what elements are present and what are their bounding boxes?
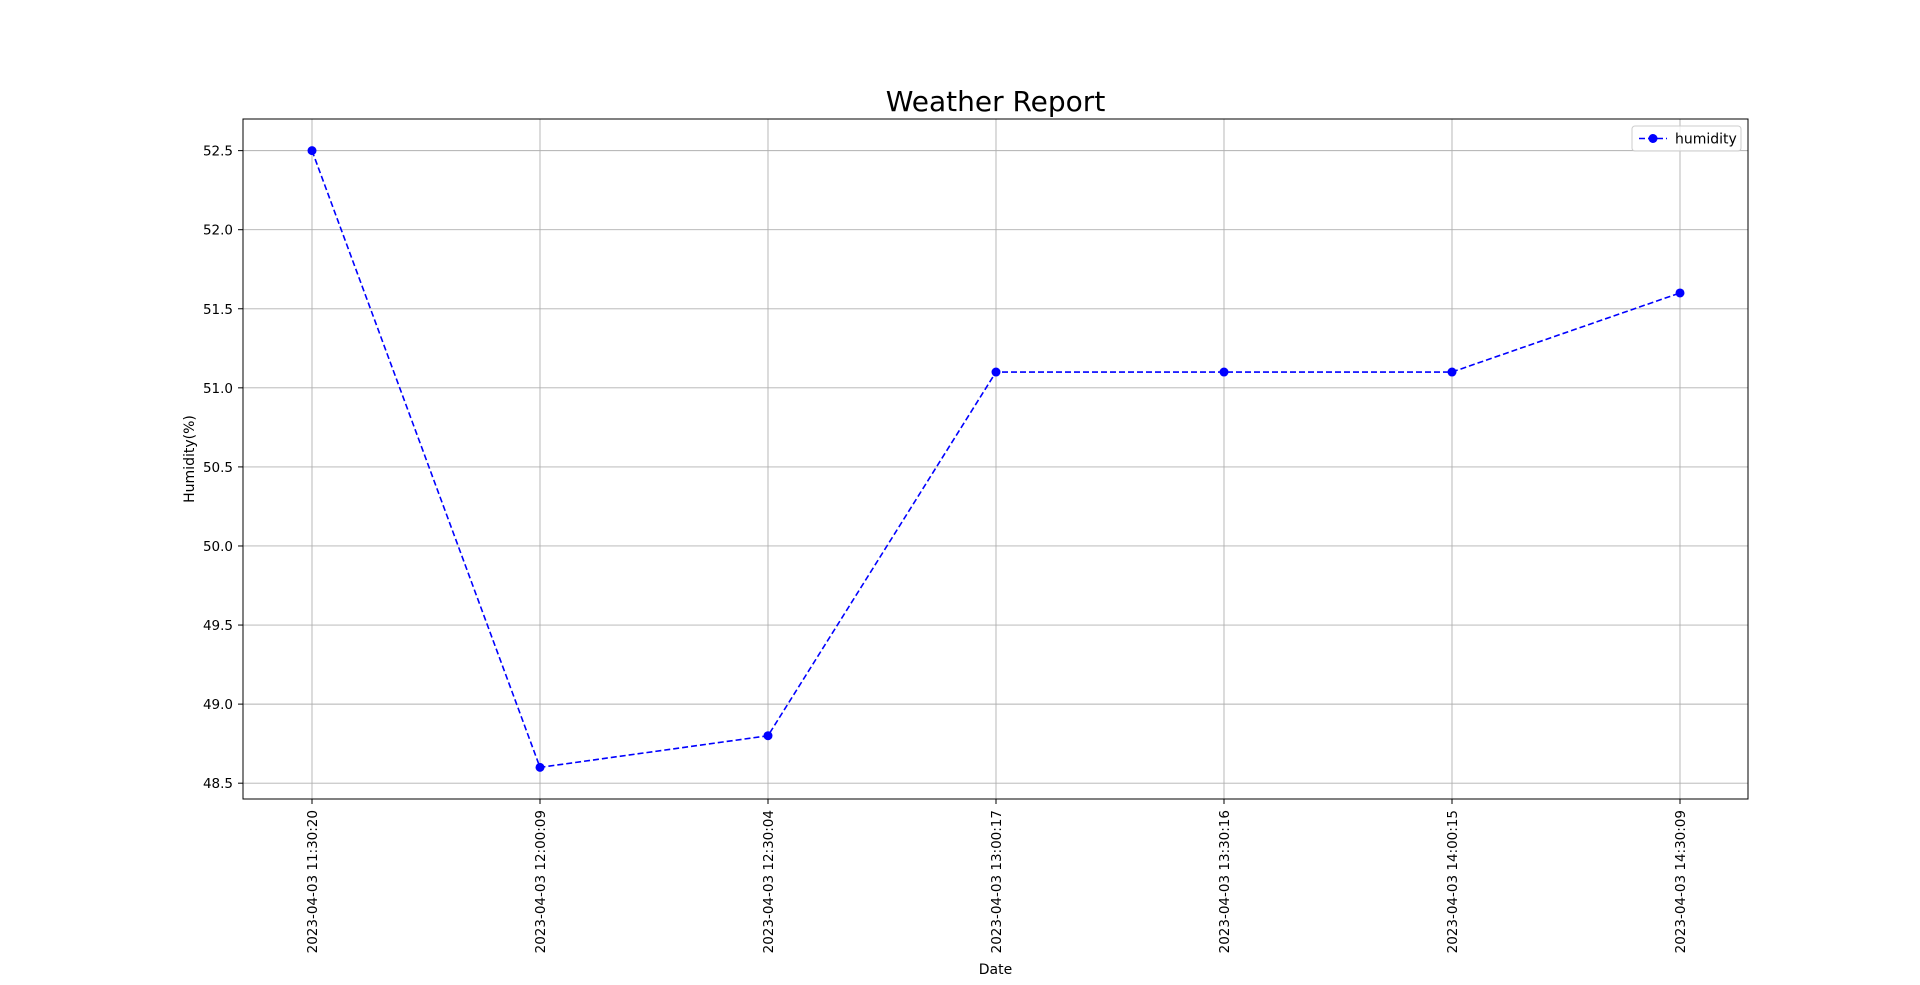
y-tick-label: 51.5 [203,302,233,318]
data-point [763,731,773,741]
y-tick-label: 50.5 [203,460,233,476]
y-tick-label: 52.0 [203,223,233,239]
x-axis-ticks: 2023-04-03 11:30:20 2023-04-03 12:00:09 20… [305,799,1689,953]
y-tick-label: 52.5 [203,144,233,160]
data-point [1675,288,1685,298]
y-tick-label: 50.0 [203,539,233,555]
y-axis-ticks: 48.5 49.0 49.5 50.0 50.5 51.0 51.5 52.0 52.5 [203,144,243,792]
data-point [535,762,545,772]
x-tick-label: 2023-04-03 11:30:20 [305,810,321,953]
x-tick-label: 2023-04-03 14:00:15 [1445,810,1461,953]
y-tick-label: 51.0 [203,381,233,397]
y-tick-label: 48.5 [203,776,233,792]
y-tick-label: 49.5 [203,618,233,634]
x-tick-label: 2023-04-03 13:00:17 [989,810,1005,953]
x-tick-label: 2023-04-03 14:30:09 [1673,810,1689,953]
x-tick-label: 2023-04-03 13:30:16 [1217,810,1233,953]
x-tick-label: 2023-04-03 12:30:04 [761,810,777,953]
y-axis-label: Humidity(%) [182,415,198,503]
data-point [1219,367,1229,377]
legend-entry-humidity: humidity [1675,132,1737,148]
grid [243,119,1748,799]
y-tick-label: 49.0 [203,697,233,713]
legend-box [1631,125,1742,152]
data-point [1447,367,1457,377]
legend-marker [1648,134,1658,143]
data-point [307,146,317,156]
chart-title: Weather Report [886,85,1106,118]
legend: humidity [1631,125,1742,152]
series-layer [307,146,1685,772]
x-axis-label: Date [979,962,1012,978]
x-tick-label: 2023-04-03 12:00:09 [533,810,549,953]
data-point [991,367,1001,377]
